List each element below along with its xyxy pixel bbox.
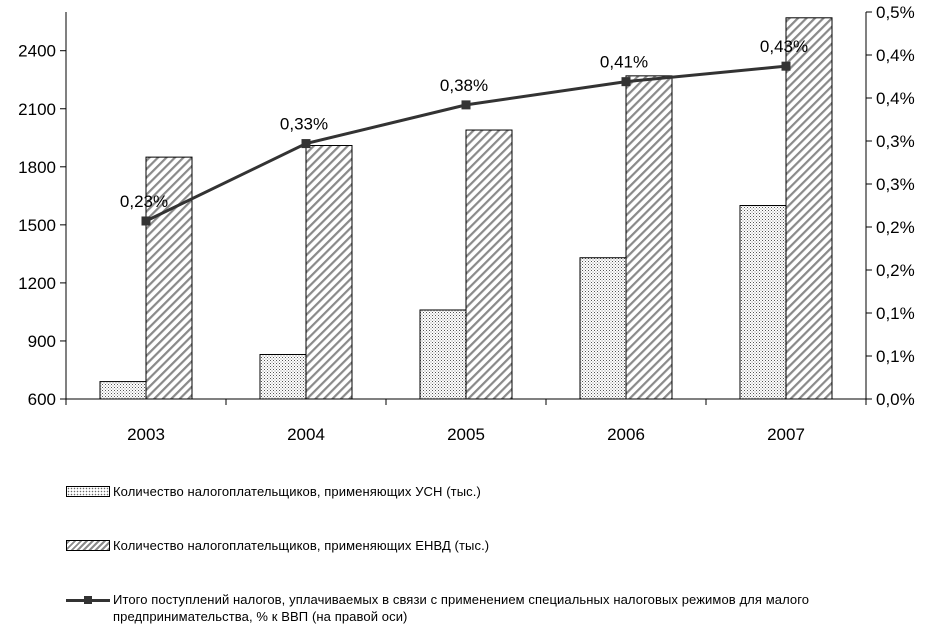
right-tick-label: 0,4% bbox=[876, 46, 915, 65]
right-tick-label: 0,2% bbox=[876, 218, 915, 237]
bar-envd-2007 bbox=[785, 17, 833, 400]
x-tick-label-2003: 2003 bbox=[127, 425, 165, 444]
bar-usn-2005 bbox=[419, 309, 467, 400]
legend-label-envd: Количество налогоплательщиков, применяющ… bbox=[113, 538, 490, 553]
right-tick-label: 0,3% bbox=[876, 132, 915, 151]
bar-envd-2003 bbox=[145, 156, 193, 400]
right-tick-label: 0,2% bbox=[876, 261, 915, 280]
left-tick-label: 2400 bbox=[18, 42, 56, 61]
gdp-share-marker-2003 bbox=[141, 216, 151, 226]
legend-item-line: Итого поступлений налогов, уплачиваемых … bbox=[66, 591, 873, 625]
x-tick-label-2005: 2005 bbox=[447, 425, 485, 444]
left-tick-label: 600 bbox=[28, 390, 56, 409]
right-tick-label: 0,3% bbox=[876, 175, 915, 194]
legend-item-usn: Количество налогоплательщиков, применяющ… bbox=[66, 483, 481, 500]
legend-label-usn: Количество налогоплательщиков, применяющ… bbox=[113, 484, 481, 499]
left-tick-label: 2100 bbox=[18, 100, 56, 119]
gdp-share-label-2005: 0,38% bbox=[440, 76, 488, 95]
gdp-share-marker-2004 bbox=[301, 139, 311, 149]
gdp-share-marker-2007 bbox=[781, 61, 791, 71]
legend-swatch-hatch bbox=[66, 540, 110, 551]
bar-usn-2006 bbox=[579, 257, 627, 400]
gdp-share-label-2004: 0,33% bbox=[280, 115, 328, 134]
right-tick-label: 0,1% bbox=[876, 304, 915, 323]
right-tick-label: 0,5% bbox=[876, 3, 915, 22]
gdp-share-label-2003: 0,23% bbox=[120, 192, 168, 211]
bar-envd-2006 bbox=[625, 75, 673, 400]
labels-layer: 600 900 1200 1500 1800 2100 2400 0,0% 0,1% 0,1% 0,… bbox=[18, 3, 915, 444]
combo-chart: 600 900 1200 1500 1800 2100 2400 0,0% 0,1% 0,1% 0,… bbox=[18, 3, 915, 444]
right-tick-label: 0,1% bbox=[876, 347, 915, 366]
bars-layer bbox=[99, 17, 833, 400]
legend-swatch-dots bbox=[66, 486, 110, 497]
legend-item-envd: Количество налогоплательщиков, применяющ… bbox=[66, 537, 489, 554]
line-layer bbox=[141, 61, 791, 226]
gdp-share-label-2007: 0,43% bbox=[760, 37, 808, 56]
gdp-share-marker-2006 bbox=[621, 77, 631, 87]
left-tick-label: 1500 bbox=[18, 216, 56, 235]
legend-swatch-line bbox=[66, 593, 110, 607]
bar-envd-2004 bbox=[305, 145, 353, 400]
right-tick-label: 0,0% bbox=[876, 390, 915, 409]
left-tick-label: 1800 bbox=[18, 158, 56, 177]
x-tick-label-2004: 2004 bbox=[287, 425, 325, 444]
gdp-share-label-2006: 0,41% bbox=[600, 53, 648, 72]
bar-usn-2003 bbox=[99, 381, 147, 400]
gdp-share-marker-2005 bbox=[461, 100, 471, 110]
bar-usn-2004 bbox=[259, 353, 307, 400]
x-tick-label-2007: 2007 bbox=[767, 425, 805, 444]
bar-usn-2007 bbox=[739, 205, 787, 400]
right-tick-label: 0,4% bbox=[876, 89, 915, 108]
x-tick-label-2006: 2006 bbox=[607, 425, 645, 444]
legend-label-line: Итого поступлений налогов, уплачиваемых … bbox=[113, 592, 810, 624]
bar-envd-2005 bbox=[465, 129, 513, 400]
left-tick-label: 1200 bbox=[18, 274, 56, 293]
left-tick-label: 900 bbox=[28, 332, 56, 351]
axes-layer bbox=[60, 11, 872, 405]
